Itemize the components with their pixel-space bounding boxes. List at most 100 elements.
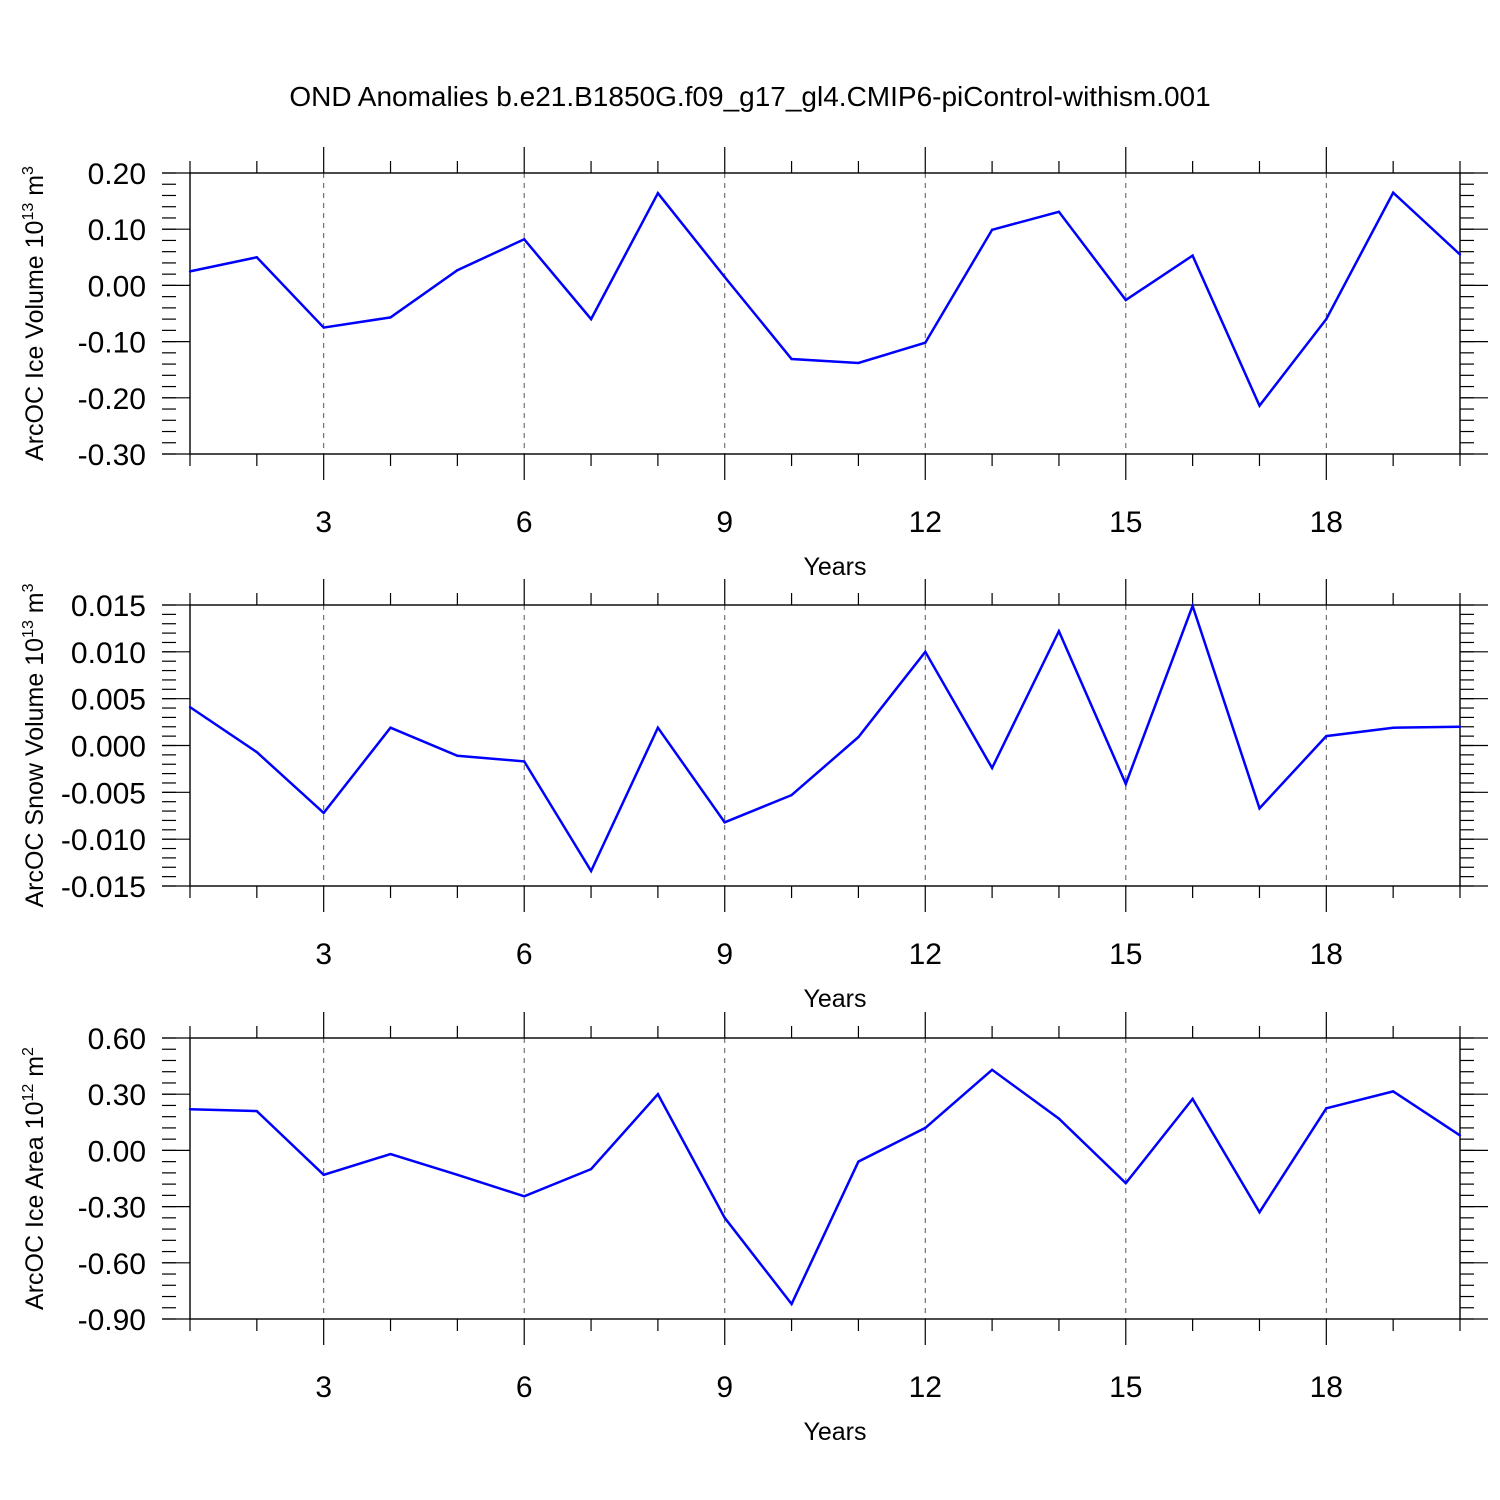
data-point xyxy=(589,317,593,321)
y-tick-label: 0.005 xyxy=(71,684,146,717)
chart-title: OND Anomalies b.e21.B1850G.f09_g17_gl4.C… xyxy=(289,81,1210,112)
data-point xyxy=(255,750,259,754)
data-point xyxy=(1258,1211,1261,1214)
y-tick-label: 0.00 xyxy=(88,1135,146,1168)
data-point xyxy=(523,238,526,241)
y-tick-label: 0.10 xyxy=(88,214,146,247)
plot-frame xyxy=(189,604,1461,887)
data-point xyxy=(1325,317,1328,321)
series-line xyxy=(189,190,1461,409)
x-tick-label: 3 xyxy=(315,1371,332,1404)
y-tick-label: -0.30 xyxy=(78,1192,146,1225)
data-point xyxy=(1191,1097,1194,1101)
x-tick-label: 12 xyxy=(909,1371,942,1404)
data-point xyxy=(188,1107,192,1111)
x-tick-label: 9 xyxy=(716,506,733,539)
data-point xyxy=(456,269,459,272)
x-tick-label: 6 xyxy=(516,506,533,539)
x-tick-label: 18 xyxy=(1310,506,1343,539)
y-tick-label: -0.20 xyxy=(78,383,146,416)
y-tick-label: -0.10 xyxy=(78,327,146,360)
y-tick-label: 0.00 xyxy=(88,270,146,303)
data-point xyxy=(924,341,927,344)
y-axis-label: ArcOC Snow Volume 1013 m3 xyxy=(20,583,49,907)
data-point xyxy=(990,228,994,231)
data-point xyxy=(656,726,660,729)
x-axis-label: Years xyxy=(803,1418,866,1446)
data-point xyxy=(857,1160,860,1163)
data-point xyxy=(790,1302,793,1306)
data-point xyxy=(1391,1090,1395,1093)
data-point xyxy=(1458,1134,1462,1137)
chart-panel-2: 3 6 9 12 15 18 Years -0.015 -0.010 -0.005 0.000 0.0… xyxy=(20,579,1488,1013)
data-point xyxy=(790,793,793,797)
data-point xyxy=(1458,253,1462,256)
data-point xyxy=(589,869,593,873)
data-point xyxy=(523,760,526,763)
y-axis-label: ArcOC Ice Volume 1013 m3 xyxy=(20,166,49,461)
data-point xyxy=(1391,726,1395,729)
x-tick-label: 12 xyxy=(909,938,942,971)
data-point xyxy=(322,326,325,329)
y-tick-label: -0.010 xyxy=(61,824,146,857)
data-point xyxy=(188,705,192,709)
plot-frame xyxy=(189,172,1461,455)
x-tick-label: 18 xyxy=(1310,938,1343,971)
y-tick-label: 0.60 xyxy=(88,1023,146,1056)
x-axis-label: Years xyxy=(803,985,866,1013)
data-point xyxy=(723,821,726,824)
x-tick-label: 3 xyxy=(315,938,332,971)
data-point xyxy=(1325,1107,1328,1110)
y-tick-label: 0.000 xyxy=(71,731,146,764)
y-tick-label: 0.010 xyxy=(71,637,146,670)
data-point xyxy=(188,270,192,273)
data-point xyxy=(589,1167,593,1171)
x-tick-label: 15 xyxy=(1109,1371,1142,1404)
x-tick-label: 3 xyxy=(315,506,332,539)
x-tick-label: 9 xyxy=(716,1371,733,1404)
data-point xyxy=(255,1109,259,1113)
y-tick-label: -0.015 xyxy=(61,871,146,904)
data-point xyxy=(1124,1181,1127,1185)
x-tick-label: 6 xyxy=(516,938,533,971)
data-point xyxy=(990,1068,994,1072)
y-tick-label: -0.60 xyxy=(78,1248,146,1281)
chart-panel-1: 3 6 9 12 15 18 Years -0.30 -0.20 -0.10 0.00 0.10 0.2… xyxy=(20,147,1488,581)
x-tick-label: 6 xyxy=(516,1371,533,1404)
data-point xyxy=(1191,254,1194,257)
x-axis-label: Years xyxy=(803,553,866,581)
x-tick-label: 15 xyxy=(1109,506,1142,539)
series-line xyxy=(189,1068,1461,1307)
data-point xyxy=(389,1152,392,1156)
data-point xyxy=(1057,1117,1061,1120)
y-tick-label: -0.90 xyxy=(78,1304,146,1337)
data-point xyxy=(1391,191,1395,194)
y-tick-label: -0.30 xyxy=(78,439,146,472)
plot-frame xyxy=(189,1037,1461,1320)
data-point xyxy=(1057,210,1061,213)
data-point xyxy=(523,1195,526,1198)
data-point xyxy=(1124,298,1127,302)
data-point xyxy=(790,357,793,361)
data-point xyxy=(456,754,459,758)
chart-panel-3: 3 6 9 12 15 18 Years -0.90 -0.60 -0.30 0.00 0.30 0.6… xyxy=(20,1012,1488,1446)
data-point xyxy=(322,1173,325,1176)
data-point xyxy=(924,1126,927,1130)
data-point xyxy=(1124,782,1127,786)
data-point xyxy=(656,1093,660,1096)
y-tick-label: 0.015 xyxy=(71,590,146,623)
x-tick-label: 18 xyxy=(1310,1371,1343,1404)
data-point xyxy=(1191,604,1194,608)
panels: 3 6 9 12 15 18 Years -0.30 -0.20 -0.10 0.00 0.10 0.2… xyxy=(20,147,1488,1446)
data-point xyxy=(1057,630,1061,633)
data-point xyxy=(322,811,325,815)
data-point xyxy=(389,726,392,729)
y-tick-label: -0.005 xyxy=(61,777,146,810)
data-point xyxy=(857,735,860,739)
data-point xyxy=(990,766,994,770)
x-tick-label: 9 xyxy=(716,938,733,971)
x-tick-label: 12 xyxy=(909,506,942,539)
data-point xyxy=(1258,404,1261,407)
data-point xyxy=(723,1216,726,1220)
